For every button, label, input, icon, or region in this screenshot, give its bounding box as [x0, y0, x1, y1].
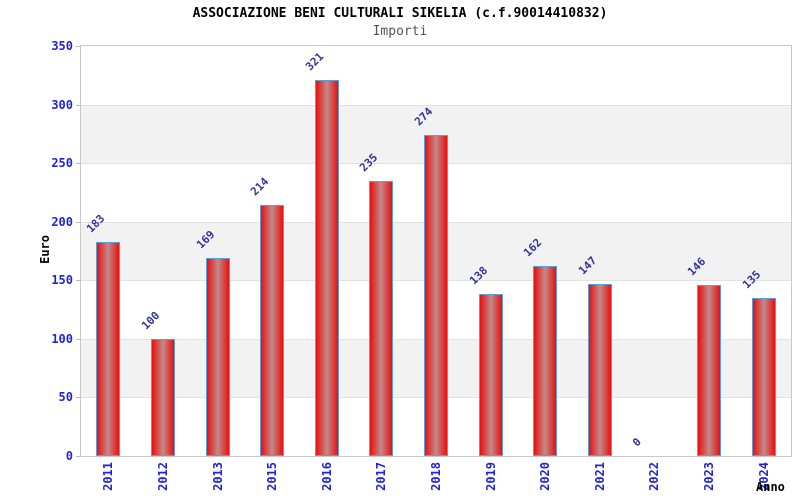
- bar: [151, 339, 175, 456]
- x-tick-label: 2012: [156, 462, 170, 491]
- bar: [424, 135, 448, 456]
- x-tick-label: 2022: [647, 462, 661, 491]
- plot-area: [80, 45, 792, 457]
- y-tick-label: 300: [51, 97, 73, 112]
- bar: [588, 284, 612, 456]
- y-axis-title: Euro: [38, 235, 52, 264]
- y-tick-label: 350: [51, 39, 73, 53]
- bar: [752, 298, 776, 456]
- bar: [96, 242, 120, 456]
- x-tick-label: 2017: [374, 462, 388, 491]
- y-tick-mark: [76, 46, 81, 47]
- y-tick-label: 100: [51, 331, 73, 346]
- x-axis-title: Anno: [756, 480, 785, 494]
- x-tick-label: 2013: [211, 462, 225, 491]
- y-tick-mark: [76, 104, 81, 106]
- bar: [206, 258, 230, 456]
- y-tick-label: 0: [65, 449, 73, 463]
- bar: [697, 285, 721, 456]
- bar: [533, 266, 557, 456]
- y-tick-mark: [76, 456, 81, 457]
- x-tick-label: 2015: [265, 462, 279, 491]
- y-tick-mark: [76, 280, 81, 282]
- bar: [260, 205, 284, 456]
- bar: [315, 80, 339, 456]
- x-tick-label: 2021: [593, 462, 607, 491]
- x-tick-label: 2023: [702, 462, 716, 491]
- y-tick-mark: [76, 397, 81, 399]
- x-tick-label: 2011: [101, 462, 115, 491]
- bar: [479, 294, 503, 456]
- y-tick-label: 150: [51, 273, 73, 288]
- chart-title: ASSOCIAZIONE BENI CULTURALI SIKELIA (c.f…: [192, 6, 608, 21]
- bar: [369, 181, 393, 456]
- y-tick-mark: [76, 221, 81, 223]
- x-tick-label: 2020: [538, 462, 552, 491]
- x-tick-label: 2018: [429, 462, 443, 491]
- y-tick-label: 200: [51, 214, 73, 229]
- y-tick-mark: [76, 338, 81, 340]
- x-tick-label: 2016: [320, 462, 334, 491]
- x-tick-label: 2019: [484, 462, 498, 491]
- y-tick-mark: [76, 163, 81, 165]
- y-tick-label: 250: [51, 156, 73, 171]
- y-tick-label: 50: [58, 390, 73, 405]
- gridline-band: [81, 46, 791, 105]
- chart-subtitle: Importi: [372, 24, 428, 39]
